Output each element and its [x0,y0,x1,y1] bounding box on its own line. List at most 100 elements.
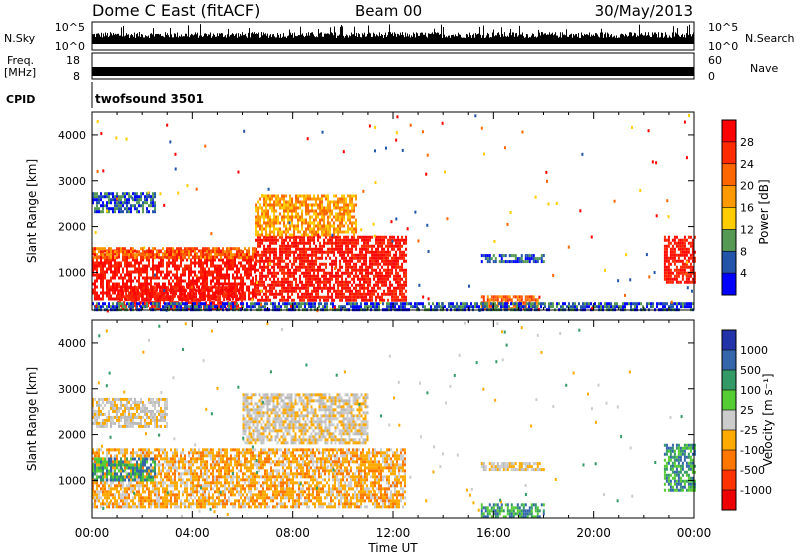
range-cell [222,261,224,265]
range-cell [303,230,306,234]
range-cell [315,203,318,207]
range-cell [216,270,218,274]
nsky-bar [644,35,645,44]
range-cell [233,286,236,290]
range-cell [683,268,686,272]
range-cell [228,267,230,271]
range-cell [317,274,320,278]
nsky-bar [597,34,598,44]
range-cell [190,264,192,268]
range-cell [687,241,690,245]
range-cell [312,305,314,309]
range-cell [125,298,128,302]
range-cell [355,197,358,201]
range-cell [289,227,292,231]
nsky-bar [667,37,668,44]
range-cell [381,292,384,296]
range-cell [297,235,300,239]
range-cell [146,250,148,254]
range-cell [291,215,294,219]
nsky-bar [524,37,525,44]
range-cell [343,253,346,257]
range-cell [231,292,234,296]
range-cell [440,305,442,309]
range-cell [230,282,232,286]
range-cell [337,286,340,290]
nsky-bar [378,36,379,44]
range-cell [476,305,478,309]
range-cell [248,273,250,277]
range-cell [351,209,354,213]
range-cell [691,259,694,263]
range-cell [345,238,348,242]
range-cell [114,285,116,289]
range-cell [197,298,200,302]
range-cell [315,212,318,216]
range-cell [387,241,390,245]
range-cell [339,250,342,254]
range-cell [289,200,292,204]
range-cell [116,195,118,199]
range-cell [333,259,336,263]
range-cell [156,273,158,277]
nsky-bar [570,34,571,44]
range-cell [108,207,110,211]
range-cell [663,256,666,260]
range-cell [395,262,398,266]
range-cell [363,241,366,245]
range-cell [248,258,250,262]
range-cell [353,274,356,278]
range-cell [315,280,318,284]
range-cell [387,268,390,272]
range-cell [454,305,456,309]
range-cell [271,194,274,198]
range-cell [267,265,270,269]
range-cell [235,292,238,296]
range-cell [361,292,364,296]
nsky-bar [170,27,171,44]
range-cell [357,283,360,287]
nsky-bar [385,32,386,44]
range-cell [263,298,266,302]
range-cell [134,261,136,265]
range-cell [375,271,378,275]
range-cell [273,295,276,299]
range-cell [265,238,268,242]
range-cell [367,292,370,296]
range-cell [317,197,320,201]
range-cell [351,298,354,302]
range-cell [317,230,320,234]
nsky-bar [311,32,312,44]
range-cell [673,256,676,260]
range-cell [448,305,450,309]
range-cell [252,279,254,283]
range-cell [397,274,400,278]
range-cell [162,253,164,257]
range-cell [180,305,182,309]
range-cell [132,256,134,260]
range-cell [96,294,98,298]
range-cell [169,289,172,293]
range-cell [281,286,284,290]
range-cell [130,302,132,306]
range-cell [254,285,256,289]
range-cell [261,274,264,278]
nsky-bar [518,35,519,44]
range-cell [287,292,290,296]
range-cell [685,274,688,278]
range-cell [327,241,330,245]
range-cell [204,256,206,260]
nsky-bar [130,35,131,44]
range-cell [228,305,230,309]
range-cell [401,292,404,296]
range-cell [309,241,312,245]
range-cell [136,261,138,265]
range-cell [345,209,348,213]
range-cell [269,203,272,207]
range-cell [381,295,384,299]
nsky-bar [261,32,262,44]
range-cell [188,264,190,268]
range-cell [235,295,238,299]
range-cell [354,302,356,306]
nsky-bar [657,37,658,44]
